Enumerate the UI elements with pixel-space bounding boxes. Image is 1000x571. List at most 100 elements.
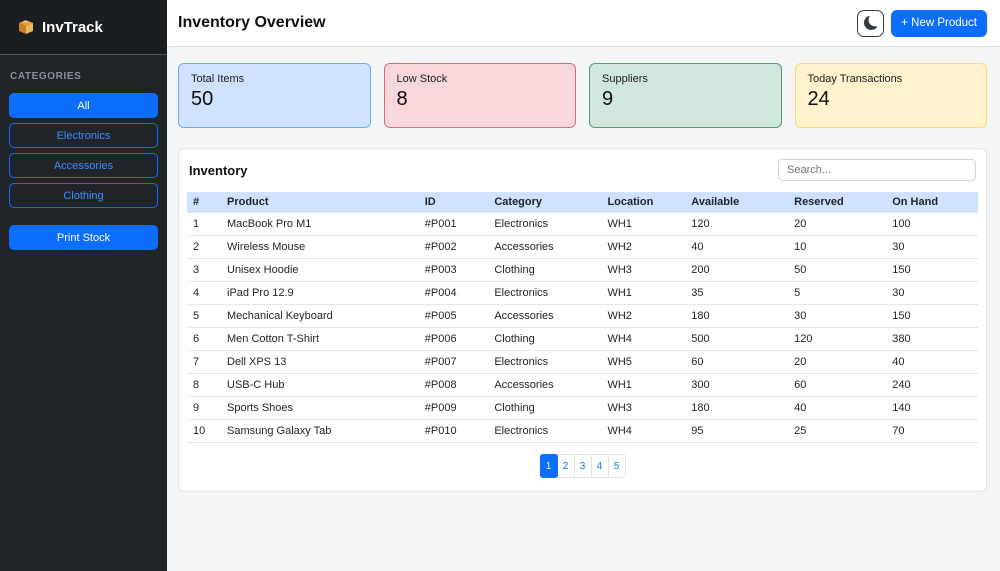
page-title: Inventory Overview xyxy=(178,14,326,31)
new-product-button[interactable]: + New Product xyxy=(891,9,987,37)
cell-category: Clothing xyxy=(488,396,602,420)
cell-reserved: 20 xyxy=(788,212,887,236)
table-header-row: # Product ID Category Location Available Reser… xyxy=(187,192,978,213)
cell-category: Electronics xyxy=(488,212,602,236)
cell-location: WH3 xyxy=(601,258,686,282)
table-row: 3 Unisex Hoodie #P003 Clothing WH3 200 50 150 xyxy=(187,258,978,282)
cell-category: Clothing xyxy=(488,327,602,351)
cell-available: 95 xyxy=(685,419,789,443)
cell-category: Accessories xyxy=(488,373,602,397)
page-button-2[interactable]: 2 xyxy=(556,454,575,478)
cell-: 3 xyxy=(187,258,221,282)
cell-product: USB-C Hub xyxy=(221,373,419,397)
cell-id: #P001 xyxy=(418,212,489,236)
stat-value: 24 xyxy=(807,88,830,110)
stat-label: Today Transactions xyxy=(807,73,903,85)
cell-on-hand: 150 xyxy=(886,304,978,328)
inventory-title: Inventory xyxy=(189,162,248,178)
cell-product: Wireless Mouse xyxy=(221,235,419,259)
search-input[interactable] xyxy=(778,159,976,181)
sidebar-item-electronics[interactable]: Electronics xyxy=(9,123,158,148)
page-button-3[interactable]: 3 xyxy=(573,454,592,478)
cell-on-hand: 30 xyxy=(886,235,978,259)
column-header-reserved: Reserved xyxy=(788,192,887,213)
cell-product: Samsung Galaxy Tab xyxy=(221,419,419,443)
cell-reserved: 30 xyxy=(788,304,887,328)
cell-product: Unisex Hoodie xyxy=(221,258,419,282)
package-icon xyxy=(18,19,34,35)
cell-location: WH2 xyxy=(601,235,686,259)
cell-on-hand: 150 xyxy=(886,258,978,282)
column-header-on-hand: On Hand xyxy=(886,192,978,213)
stat-label: Suppliers xyxy=(602,73,648,85)
cell-: 2 xyxy=(187,235,221,259)
category-list: All Electronics Accessories Clothing xyxy=(0,88,167,208)
cell-location: WH1 xyxy=(601,212,686,236)
cell-location: WH4 xyxy=(601,419,686,443)
sidebar-item-clothing[interactable]: Clothing xyxy=(9,183,158,208)
cell-category: Electronics xyxy=(488,419,602,443)
stat-card-low-stock: Low Stock 8 xyxy=(383,63,576,128)
column-header-category: Category xyxy=(488,192,602,213)
cell-product: MacBook Pro M1 xyxy=(221,212,419,236)
cell-reserved: 60 xyxy=(788,373,887,397)
cell-id: #P010 xyxy=(418,419,489,443)
cell-available: 180 xyxy=(685,304,789,328)
cell-: 8 xyxy=(187,373,221,397)
cell-available: 200 xyxy=(685,258,789,282)
theme-toggle-button[interactable] xyxy=(857,9,885,37)
table-row: 2 Wireless Mouse #P002 Accessories WH2 40 10 30 xyxy=(187,235,978,259)
page-button-1[interactable]: 1 xyxy=(539,454,558,478)
cell-location: WH1 xyxy=(601,373,686,397)
categories-section-label: CATEGORIES xyxy=(10,71,82,82)
cell-location: WH2 xyxy=(601,304,686,328)
cell-reserved: 20 xyxy=(788,350,887,374)
cell-: 1 xyxy=(187,212,221,236)
cell-product: Sports Shoes xyxy=(221,396,419,420)
cell-: 7 xyxy=(187,350,221,374)
cell-product: iPad Pro 12.9 xyxy=(221,281,419,305)
cell-location: WH1 xyxy=(601,281,686,305)
table-row: 7 Dell XPS 13 #P007 Electronics WH5 60 20 40 xyxy=(187,350,978,374)
column-header-location: Location xyxy=(601,192,686,213)
page-button-4[interactable]: 4 xyxy=(590,454,609,478)
sidebar-item-accessories[interactable]: Accessories xyxy=(9,153,158,178)
cell-: 5 xyxy=(187,304,221,328)
cell-id: #P006 xyxy=(418,327,489,351)
sidebar-item-all[interactable]: All xyxy=(9,93,158,118)
table-row: 5 Mechanical Keyboard #P005 Accessories WH2 1… xyxy=(187,304,978,328)
cell-on-hand: 240 xyxy=(886,373,978,397)
cell-reserved: 40 xyxy=(788,396,887,420)
cell-: 6 xyxy=(187,327,221,351)
cell-product: Dell XPS 13 xyxy=(221,350,419,374)
app-title: InvTrack xyxy=(42,18,103,36)
stat-value: 50 xyxy=(191,88,214,110)
cell-on-hand: 30 xyxy=(886,281,978,305)
cell-category: Accessories xyxy=(488,304,602,328)
cell-category: Accessories xyxy=(488,235,602,259)
cell-on-hand: 380 xyxy=(886,327,978,351)
cell-product: Mechanical Keyboard xyxy=(221,304,419,328)
cell-available: 40 xyxy=(685,235,789,259)
inventory-table: # Product ID Category Location Available Reser… xyxy=(187,192,978,443)
stats-row: Total Items 50 Low Stock 8 Suppliers 9 Today T… xyxy=(178,63,987,128)
cell-category: Clothing xyxy=(488,258,602,282)
cell-id: #P007 xyxy=(418,350,489,374)
cell-on-hand: 140 xyxy=(886,396,978,420)
print-stock-button[interactable]: Print Stock xyxy=(9,225,158,250)
cell-reserved: 25 xyxy=(788,419,887,443)
page-button-5[interactable]: 5 xyxy=(607,454,626,478)
cell-available: 500 xyxy=(685,327,789,351)
inventory-card-header: Inventory xyxy=(187,159,978,181)
cell-product: Men Cotton T-Shirt xyxy=(221,327,419,351)
cell-id: #P005 xyxy=(418,304,489,328)
inventory-card: Inventory #ProductIDCategoryLocationAvai… xyxy=(178,148,987,492)
column-header-available: Available xyxy=(685,192,789,213)
column-header-id: ID xyxy=(418,192,489,213)
stat-card-suppliers: Suppliers 9 xyxy=(589,63,782,128)
column-header-: # xyxy=(187,192,221,213)
cell-: 4 xyxy=(187,281,221,305)
cell-on-hand: 70 xyxy=(886,419,978,443)
topbar: Inventory Overview + New Product xyxy=(167,0,1000,47)
